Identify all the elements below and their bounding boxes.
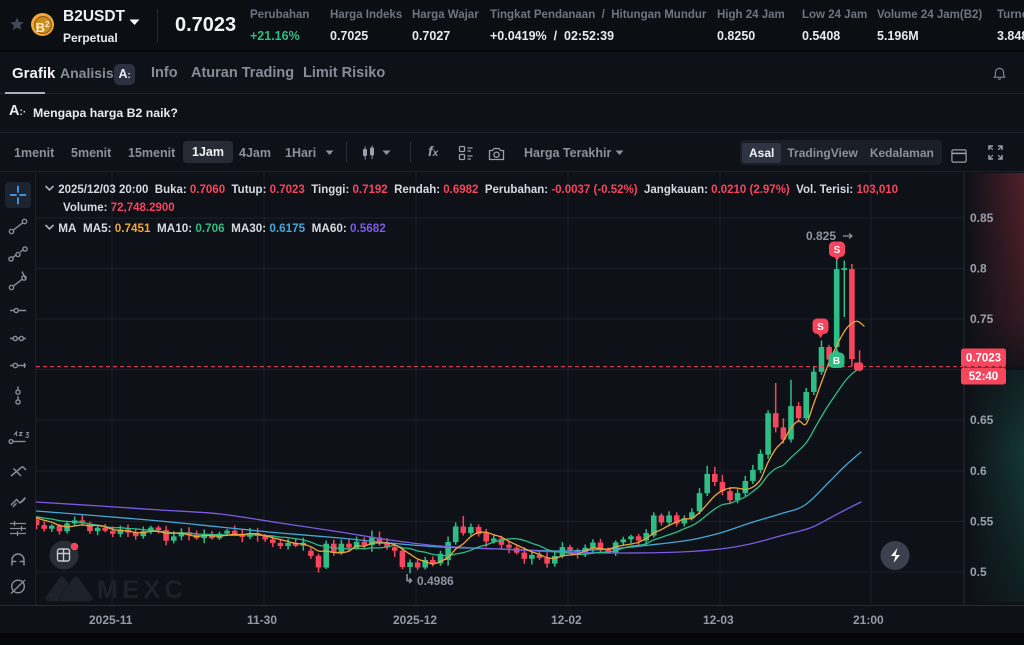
svg-text:0.8: 0.8: [970, 262, 987, 276]
svg-text:B: B: [833, 356, 840, 367]
svg-text:52:40: 52:40: [969, 371, 998, 383]
svg-text:0.6: 0.6: [970, 464, 987, 478]
svg-text:0.65: 0.65: [970, 413, 994, 427]
svg-text:0.4986: 0.4986: [417, 574, 454, 588]
svg-text:MEXC: MEXC: [97, 576, 187, 604]
svg-text:0.5: 0.5: [970, 565, 987, 579]
svg-text:0.825: 0.825: [806, 229, 836, 243]
svg-text:0.85: 0.85: [970, 211, 994, 225]
svg-text:0.75: 0.75: [970, 312, 994, 326]
svg-text:0.7023: 0.7023: [966, 353, 1001, 365]
svg-text:↳: ↳: [404, 572, 414, 586]
svg-text:S: S: [834, 245, 841, 256]
svg-text:S: S: [817, 322, 824, 333]
svg-text:0.55: 0.55: [970, 515, 994, 529]
